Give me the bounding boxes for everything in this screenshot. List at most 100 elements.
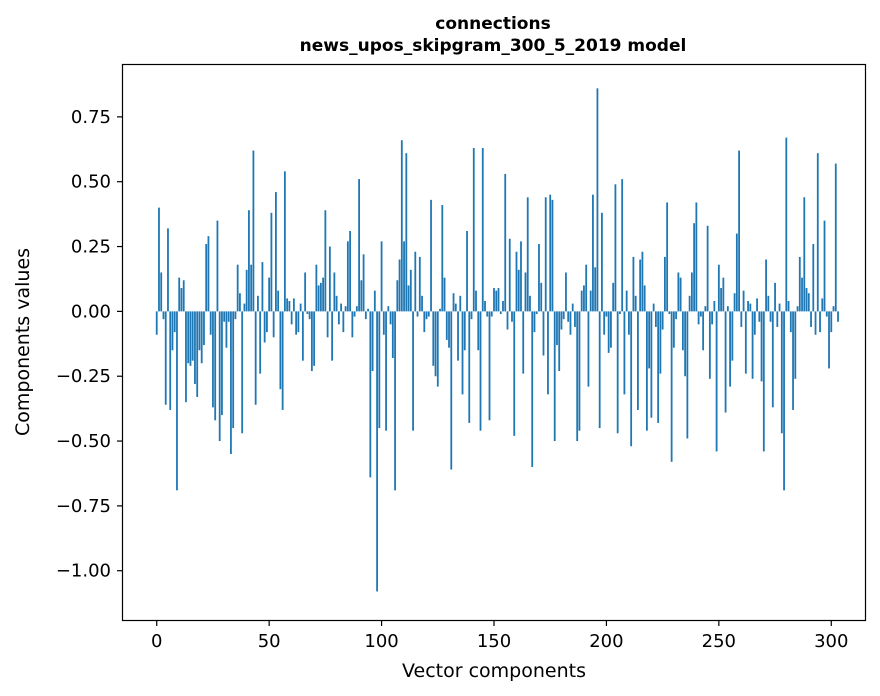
- bar: [362, 254, 365, 312]
- bar: [654, 311, 657, 327]
- bar: [535, 311, 538, 314]
- bar: [819, 311, 821, 333]
- bar: [517, 269, 520, 312]
- bar: [304, 272, 307, 312]
- bar: [607, 311, 610, 353]
- bar: [360, 280, 363, 312]
- bar: [511, 311, 513, 322]
- bar: [666, 202, 669, 312]
- bar: [407, 285, 410, 312]
- bar: [531, 311, 534, 467]
- bar: [457, 311, 459, 361]
- bar: [814, 311, 817, 335]
- chart-subtitle: news_upos_skipgram_300_5_2019 model: [300, 36, 687, 56]
- bar: [355, 306, 358, 312]
- bar: [216, 220, 219, 312]
- bar: [223, 311, 226, 322]
- bar: [803, 197, 806, 312]
- bar: [326, 311, 329, 338]
- bar: [340, 303, 342, 312]
- bar: [738, 150, 740, 312]
- bar: [481, 147, 484, 312]
- bar: [380, 241, 383, 312]
- x-tick-label: 250: [702, 631, 736, 652]
- bar: [227, 311, 230, 322]
- bar: [544, 197, 547, 312]
- bar: [178, 277, 181, 312]
- bar: [239, 293, 241, 312]
- bar: [821, 298, 824, 312]
- bar: [310, 311, 313, 372]
- chart-title: connections: [435, 14, 550, 34]
- bar: [533, 311, 536, 333]
- bar: [470, 311, 473, 320]
- bar: [556, 311, 558, 346]
- bar: [373, 290, 376, 312]
- bar: [771, 311, 774, 408]
- bar: [652, 303, 655, 312]
- bar: [331, 311, 334, 361]
- y-axis-label: Components values: [12, 248, 34, 436]
- bar: [810, 311, 812, 327]
- bar: [565, 272, 567, 312]
- bar: [488, 311, 491, 421]
- bar: [342, 311, 345, 333]
- bar: [299, 303, 302, 312]
- bar: [167, 228, 169, 312]
- bar: [760, 311, 763, 382]
- bar: [221, 311, 223, 416]
- bar: [774, 282, 776, 312]
- bar: [270, 212, 273, 312]
- x-tick-label: 300: [814, 631, 848, 652]
- bar: [403, 241, 405, 312]
- bar: [317, 285, 320, 312]
- bar: [789, 311, 792, 333]
- bar: [619, 311, 621, 314]
- bar: [515, 251, 518, 312]
- bar: [398, 259, 401, 312]
- bar: [180, 288, 183, 312]
- bar: [625, 290, 628, 312]
- bar: [628, 311, 630, 335]
- bar: [450, 311, 453, 470]
- bar: [765, 259, 767, 312]
- bar: [695, 202, 698, 312]
- bar: [369, 311, 372, 478]
- bar: [610, 311, 612, 348]
- bar: [173, 311, 176, 333]
- bar: [753, 311, 756, 335]
- bar: [722, 277, 725, 312]
- bar: [313, 311, 316, 366]
- bar: [367, 308, 369, 312]
- bar: [837, 311, 839, 322]
- bar: [756, 298, 758, 312]
- bar: [257, 295, 259, 312]
- bar: [292, 298, 295, 312]
- bar: [434, 311, 437, 377]
- bar: [358, 179, 360, 312]
- bar: [598, 311, 601, 429]
- bar: [659, 311, 662, 374]
- bar: [762, 311, 765, 452]
- bar: [261, 262, 264, 312]
- bar: [218, 311, 221, 442]
- bar: [169, 311, 172, 410]
- bar: [641, 251, 644, 312]
- bar: [758, 311, 761, 322]
- bar: [630, 311, 633, 447]
- bar: [699, 311, 702, 317]
- bar: [717, 264, 720, 312]
- bar: [351, 311, 354, 338]
- bar: [526, 197, 529, 312]
- bar: [601, 212, 603, 312]
- bar: [551, 199, 554, 312]
- bar: [288, 301, 291, 312]
- bar: [742, 290, 745, 312]
- bar: [319, 282, 322, 312]
- bar: [301, 311, 304, 361]
- bar: [594, 267, 597, 312]
- bar: [466, 230, 468, 312]
- bar: [436, 311, 439, 387]
- y-tick-label: 0.00: [71, 301, 111, 322]
